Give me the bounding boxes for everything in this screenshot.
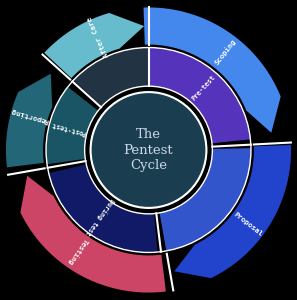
Polygon shape xyxy=(46,87,98,164)
Polygon shape xyxy=(174,145,291,278)
Polygon shape xyxy=(159,148,251,251)
Polygon shape xyxy=(20,176,166,292)
Polygon shape xyxy=(49,164,157,253)
Text: Testing: Testing xyxy=(66,237,89,266)
Text: Post-test: Post-test xyxy=(50,121,86,136)
Circle shape xyxy=(91,92,206,208)
Text: Pre-test: Pre-test xyxy=(191,74,217,102)
Text: Proposal: Proposal xyxy=(232,212,263,238)
Polygon shape xyxy=(6,74,52,167)
Text: During test: During test xyxy=(84,197,115,237)
Text: Scoping: Scoping xyxy=(213,38,237,67)
Polygon shape xyxy=(143,8,281,133)
Polygon shape xyxy=(44,13,144,78)
Text: The
Pentest
Cycle: The Pentest Cycle xyxy=(124,128,173,172)
Text: Reporting: Reporting xyxy=(10,107,49,124)
Polygon shape xyxy=(74,47,148,106)
Polygon shape xyxy=(148,47,250,143)
Text: After Care: After Care xyxy=(86,16,110,58)
